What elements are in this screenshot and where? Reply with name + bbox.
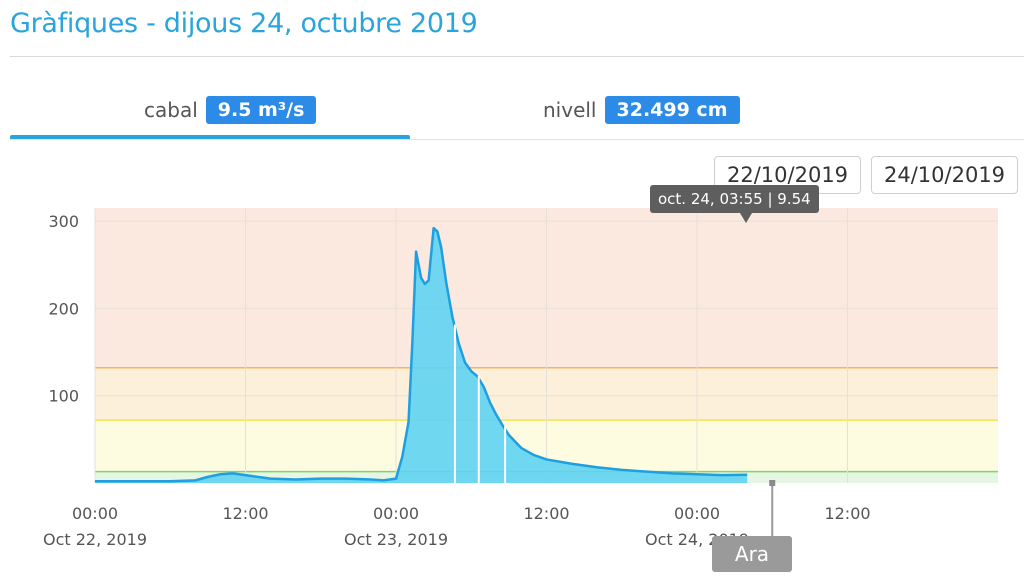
x-tick-time-label: 00:00 (674, 504, 720, 523)
series-area (95, 228, 748, 483)
y-tick-label: 300 (48, 212, 79, 231)
x-tick-date-label: Oct 22, 2019 (43, 530, 147, 549)
tooltip-arrow (740, 213, 752, 223)
page-title: Gràfiques - dijous 24, octubre 2019 (10, 8, 478, 39)
x-tick-time-label: 12:00 (523, 504, 569, 523)
now-marker-dot (769, 480, 776, 486)
x-tick-time-label: 00:00 (72, 504, 118, 523)
series-line (95, 226, 748, 483)
tab-cabal[interactable]: cabal 9.5 m³/s (144, 92, 317, 128)
cabal-value-badge: 9.5 m³/s (205, 96, 317, 124)
title-divider (10, 56, 1024, 57)
tab-cabal-label: cabal (144, 98, 198, 122)
x-tick-time-label: 12:00 (824, 504, 870, 523)
y-tick-label: 200 (48, 299, 79, 318)
y-tick-label: 100 (48, 387, 79, 406)
tab-nivell-label: nivell (543, 98, 597, 122)
now-marker-label: Ara (712, 536, 792, 572)
active-tab-indicator (10, 135, 410, 140)
x-tick-time-label: 12:00 (222, 504, 268, 523)
x-tick-date-label: Oct 23, 2019 (344, 530, 448, 549)
nivell-value-badge: 32.499 cm (604, 96, 740, 124)
chart-tooltip: oct. 24, 03:55 | 9.54 (650, 185, 819, 213)
tab-nivell[interactable]: nivell 32.499 cm (543, 92, 740, 128)
x-tick-time-label: 00:00 (373, 504, 419, 523)
date-to-button[interactable]: 24/10/2019 (871, 156, 1019, 194)
tabs-divider (10, 139, 1024, 140)
